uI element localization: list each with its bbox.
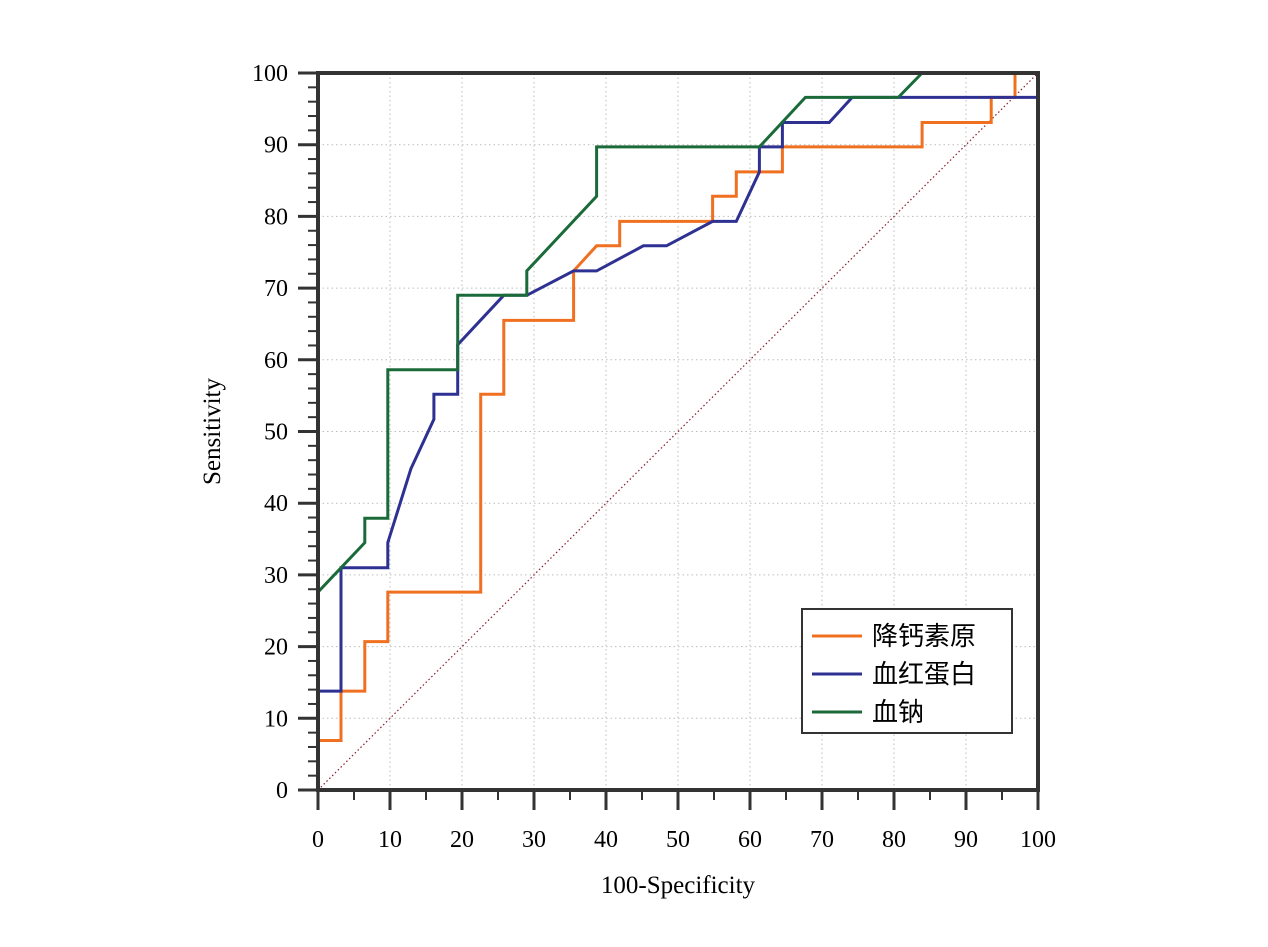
x-axis-title: 100-Specificity bbox=[601, 872, 756, 899]
x-tick-label: 60 bbox=[738, 827, 762, 853]
y-tick-label: 30 bbox=[264, 563, 288, 589]
x-tick-label: 100 bbox=[1020, 827, 1056, 853]
y-tick-label: 50 bbox=[264, 420, 288, 446]
x-tick-label: 50 bbox=[666, 827, 690, 853]
x-tick-label: 90 bbox=[954, 827, 978, 853]
y-tick-label: 100 bbox=[252, 61, 288, 87]
series-lines bbox=[316, 71, 1040, 790]
y-tick-label: 20 bbox=[264, 635, 288, 661]
y-tick-label: 40 bbox=[264, 491, 288, 517]
y-tick-label: 90 bbox=[264, 133, 288, 159]
reference-diagonal-line bbox=[317, 72, 1039, 791]
y-tick-label: 10 bbox=[264, 706, 288, 732]
legend-label-2: 血红蛋白 bbox=[872, 660, 976, 690]
x-axis: 0 10 20 30 40 50 60 70 80 90 100 bbox=[312, 790, 1056, 853]
y-axis-title: Sensitivity bbox=[199, 378, 226, 485]
y-tick-label: 70 bbox=[264, 276, 288, 302]
y-tick-label: 80 bbox=[264, 204, 288, 230]
x-tick-label: 0 bbox=[312, 827, 324, 853]
x-tick-label: 20 bbox=[450, 827, 474, 853]
y-tick-label: 60 bbox=[264, 348, 288, 374]
y-tick-label: 0 bbox=[276, 778, 288, 804]
series-line-2 bbox=[316, 73, 1040, 790]
legend-label-3: 血钠 bbox=[872, 698, 924, 728]
x-tick-label: 30 bbox=[522, 827, 546, 853]
series-line-3 bbox=[316, 71, 1038, 790]
legend-label-1: 降钙素原 bbox=[872, 622, 976, 652]
x-tick-label: 70 bbox=[810, 827, 834, 853]
x-tick-label: 80 bbox=[882, 827, 906, 853]
series-line-1 bbox=[316, 71, 1038, 790]
y-axis: 0 10 20 30 40 50 60 70 80 90 100 bbox=[252, 61, 318, 804]
x-tick-label: 10 bbox=[378, 827, 402, 853]
x-tick-label: 40 bbox=[594, 827, 618, 853]
